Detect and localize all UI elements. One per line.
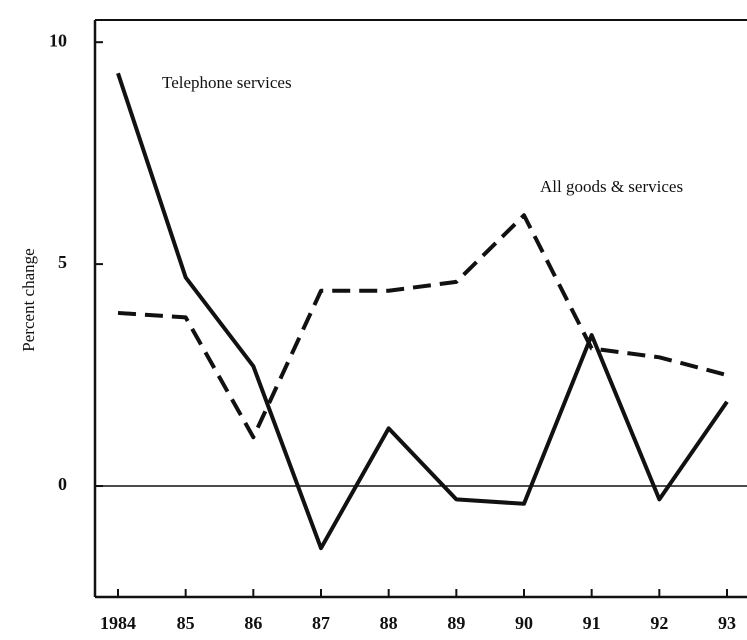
x-tick-label: 90 <box>515 613 533 633</box>
y-tick-label: 10 <box>49 30 67 50</box>
x-tick-label: 85 <box>177 613 195 633</box>
x-tick-label: 88 <box>380 613 398 633</box>
y-tick-label: 5 <box>58 252 67 272</box>
x-tick-label: 1984 <box>100 613 136 633</box>
x-tick-label: 91 <box>583 613 601 633</box>
x-tick-label: 89 <box>447 613 465 633</box>
x-tick-label: 87 <box>312 613 330 633</box>
x-tick-label: 86 <box>244 613 262 633</box>
y-tick-label: 0 <box>58 474 67 494</box>
x-tick-label: 92 <box>650 613 668 633</box>
annotation: Telephone services <box>162 73 292 92</box>
series-line <box>117 213 728 440</box>
annotation: All goods & services <box>540 177 683 196</box>
series-line <box>116 72 729 551</box>
x-tick-label: 93 <box>718 613 736 633</box>
y-axis-label: Percent change <box>19 248 38 351</box>
